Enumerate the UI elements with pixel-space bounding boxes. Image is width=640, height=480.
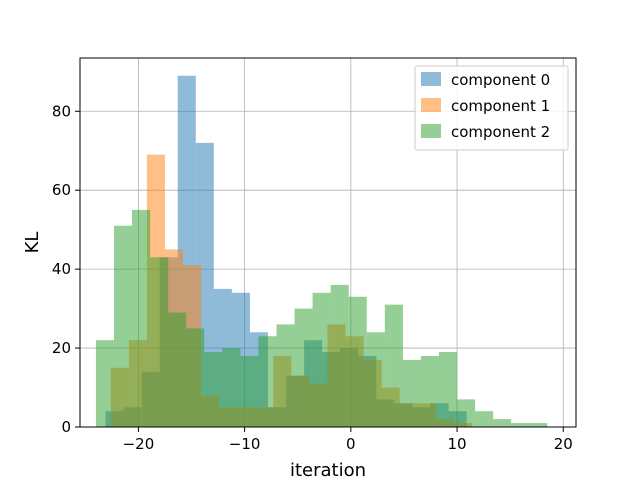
- legend-label: component 2: [451, 123, 550, 141]
- x-tick-label: 20: [554, 435, 573, 453]
- histogram-bar: [420, 355, 439, 427]
- x-axis-title: iteration: [290, 460, 366, 480]
- histogram-bar: [294, 308, 313, 427]
- histogram-bar: [438, 352, 458, 427]
- legend-label: component 1: [451, 97, 550, 115]
- histogram-bar: [348, 296, 367, 427]
- x-tick-label: −20: [123, 435, 155, 453]
- legend-box: [414, 65, 569, 151]
- x-tick-label: −10: [229, 435, 261, 453]
- x-tick-label: 0: [346, 435, 356, 453]
- histogram-bar: [475, 411, 494, 427]
- histogram-bar: [258, 336, 277, 427]
- plot-frame: [79, 57, 577, 428]
- legend-swatch: [421, 124, 441, 138]
- y-tick-label: 40: [52, 260, 71, 278]
- axis-ticks: −20 −10 0 10 20 0 20 40 60 80: [52, 102, 573, 453]
- y-axis-title: KL: [22, 232, 43, 254]
- histogram-bar: [95, 340, 114, 427]
- legend-swatch: [421, 98, 441, 112]
- legend: component 0 component 1 component 2: [414, 65, 569, 151]
- histogram-bar: [132, 209, 151, 427]
- histogram-bar: [204, 352, 223, 427]
- histogram-bar: [276, 324, 295, 427]
- histogram-bar: [240, 355, 259, 427]
- histogram-bar: [222, 348, 241, 427]
- histogram-bar: [511, 423, 530, 427]
- x-tick-label: 10: [447, 435, 466, 453]
- y-tick-label: 20: [52, 339, 71, 357]
- histogram-bar: [457, 399, 476, 427]
- histogram-bar: [113, 225, 133, 427]
- histogram-bar: [186, 328, 205, 427]
- legend-items: component 0 component 1 component 2: [421, 71, 550, 141]
- histogram-bar: [384, 304, 403, 427]
- y-tick-label: 60: [52, 181, 71, 199]
- series-2-bars: [95, 209, 548, 427]
- legend-swatch: [421, 72, 441, 86]
- histogram-bars: [95, 75, 548, 428]
- y-tick-label: 0: [61, 418, 71, 436]
- y-tick-label: 80: [52, 102, 71, 120]
- histogram-bar: [150, 257, 169, 427]
- histogram-bar: [493, 419, 512, 427]
- histogram-bar: [168, 312, 187, 427]
- histogram-bar: [330, 284, 349, 427]
- histogram-bar: [402, 359, 421, 427]
- histogram-bar: [529, 423, 548, 427]
- histogram-bar: [312, 292, 331, 427]
- legend-label: component 0: [451, 71, 550, 89]
- histogram-bar: [366, 332, 385, 427]
